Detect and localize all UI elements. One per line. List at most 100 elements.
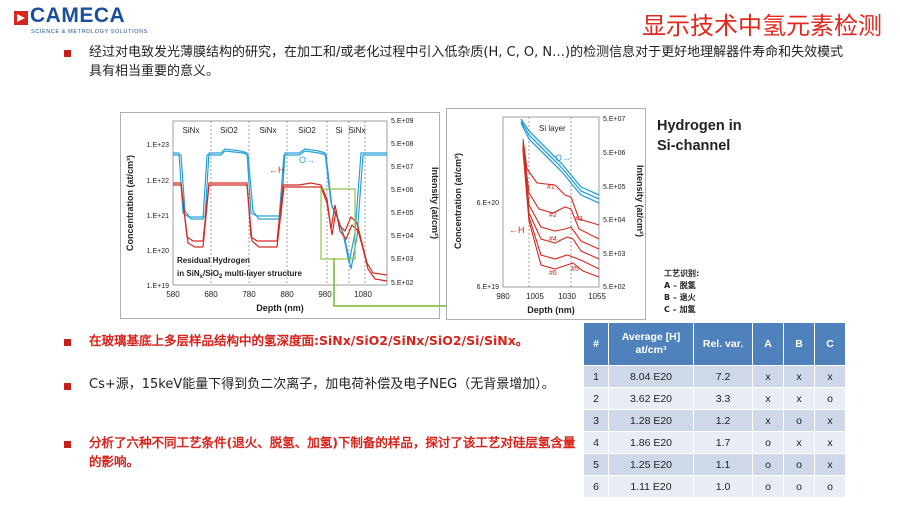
table-cell: 3.3	[693, 387, 753, 410]
x-tick-label: 580	[166, 290, 180, 299]
bullet-marker	[64, 383, 71, 390]
o-series-label: O→	[299, 155, 315, 165]
table-cell: 1.11 E20	[608, 475, 694, 498]
table-row: 6 1.11 E20 1.0 o o o	[583, 475, 846, 498]
depth-profile-svg: SiNx SiO2 SiNx SiO2 Si SiNx ←H O→ Residu…	[125, 118, 440, 313]
page-title: 显示技术中氢元素检测	[642, 12, 882, 40]
table-cell: x	[783, 387, 815, 410]
table-row: 5 1.25 E20 1.1 o o x	[583, 453, 846, 476]
y-axis-label: Concentration (at/cm³)	[125, 155, 135, 251]
table-cell: x	[814, 409, 846, 432]
table-cell: x	[814, 431, 846, 454]
bullet-text-1: 经过对电致发光薄膜结构的研究，在加工和/或老化过程中引入低杂质(H, C, O,…	[89, 45, 844, 79]
table-cell: 1.86 E20	[608, 431, 694, 454]
x-tick-label: 1080	[354, 290, 372, 299]
y-tick-label: 1.E+23	[147, 142, 169, 149]
y2-tick-label: 5.E+08	[391, 141, 413, 148]
plot-area	[502, 116, 600, 288]
table-cell: x	[752, 387, 784, 410]
x-axis-label: Depth (nm)	[527, 305, 575, 315]
series-label: #5	[571, 266, 579, 273]
h-series-label: ←H	[269, 165, 285, 175]
y2-tick-label: 5.E+04	[603, 217, 625, 224]
table-cell: 7.2	[693, 365, 753, 388]
chart-inset-label-1: Residual Hydrogen	[177, 256, 250, 265]
x-axis-label: Depth (nm)	[256, 303, 304, 313]
logo-text: CAMECA	[30, 4, 126, 27]
series-label: #2	[549, 212, 557, 219]
bullet-text-3: Cs+源，15keV能量下得到负二次离子，加电荷补偿及电子NEG（无背景增加）。	[89, 377, 555, 392]
bullet-marker	[64, 50, 71, 57]
table-cell: o	[783, 475, 815, 498]
col-header: B	[783, 322, 815, 366]
table-cell: o	[752, 431, 784, 454]
table-cell: 4	[583, 431, 609, 454]
table-cell: x	[783, 365, 815, 388]
table-cell: 1.25 E20	[608, 453, 694, 476]
layer-label: SiO2	[298, 126, 316, 135]
y2-tick-label: 5.E+05	[603, 184, 625, 191]
layer-label: Si	[335, 126, 342, 135]
y2-tick-label: 5.E+06	[603, 150, 625, 157]
table-cell: 6	[583, 475, 609, 498]
series-label: #4	[549, 236, 557, 243]
table-cell: o	[783, 409, 815, 432]
y-tick-label: 6.E+19	[477, 284, 499, 291]
table-cell: 1.0	[693, 475, 753, 498]
x-tick-label: 780	[242, 290, 256, 299]
table-cell: x	[814, 365, 846, 388]
y-tick-label: 1.E+20	[147, 248, 169, 255]
bullet-marker	[64, 339, 71, 346]
col-header: #	[583, 322, 609, 366]
process-legend-item: C – 加氢	[664, 305, 696, 314]
table-cell: x	[752, 409, 784, 432]
y2-tick-label: 5.E+05	[391, 210, 413, 217]
label-line-2: Si-channel	[657, 138, 731, 154]
table-cell: o	[814, 387, 846, 410]
hydrogen-series	[522, 138, 600, 278]
y-axis-label: Concentration (at/cm³)	[453, 153, 463, 249]
table-cell: 3.62 E20	[608, 387, 694, 410]
table-cell: x	[752, 365, 784, 388]
process-legend-title: 工艺识别:	[664, 269, 700, 278]
y2-axis-label: Intensity (at/cm²)	[635, 165, 645, 237]
y2-tick-label: 5.E+04	[391, 233, 413, 240]
label-line-1: Hydrogen in	[657, 118, 742, 134]
col-header: Average [H] at/cm³	[608, 322, 694, 366]
table-cell: o	[783, 453, 815, 476]
y2-axis-label: Intensity (at/cm²)	[430, 167, 439, 239]
table-row: 2 3.62 E20 3.3 x x o	[583, 387, 846, 410]
table-cell: 2	[583, 387, 609, 410]
table-cell: 1.28 E20	[608, 409, 694, 432]
x-tick-label: 680	[204, 290, 218, 299]
y2-tick-label: 5.E+06	[391, 187, 413, 194]
plot-area	[172, 120, 388, 286]
col-header: A	[752, 322, 784, 366]
x-tick-label: 980	[496, 292, 510, 301]
table-cell: o	[752, 453, 784, 476]
zoom-region-box	[320, 188, 356, 260]
table-row: 1 8.04 E20 7.2 x x x	[583, 365, 846, 388]
bullet-marker	[64, 441, 71, 448]
table-cell: 5	[583, 453, 609, 476]
process-legend-item: A – 脱氢	[664, 281, 696, 290]
table-cell: x	[814, 453, 846, 476]
series-label: #3	[575, 216, 583, 223]
x-tick-label: 1005	[526, 292, 544, 301]
y-tick-label: 1.E+22	[147, 178, 169, 185]
o-series-label: O→	[555, 153, 571, 163]
layer-label: SiNx	[349, 126, 366, 135]
si-layer-zoom-chart: Si layer O→ #1 #2 #3 #4 #5 #6 ←H 6.E+	[446, 108, 646, 320]
table-cell: 1.1	[693, 453, 753, 476]
y2-tick-label: 5.E+02	[603, 284, 625, 291]
chart-inset-label-2: in SiNx/SiO2 multi-layer structure	[177, 269, 303, 280]
table-header-row: # Average [H] at/cm³ Rel. var. A B C	[583, 322, 846, 366]
hydrogen-results-table: # Average [H] at/cm³ Rel. var. A B C 1 8.…	[583, 322, 846, 498]
table-cell: o	[752, 475, 784, 498]
y2-tick-label: 5.E+03	[391, 256, 413, 263]
series-label: #6	[549, 270, 557, 277]
y2-tick-label: 5.E+07	[391, 164, 413, 171]
bullet-text-2: 在玻璃基底上多层样品结构中的氢深度面:SiNx/SiO2/SiNx/SiO2/S…	[89, 333, 529, 348]
cameca-logo-icon	[14, 11, 28, 25]
table-row: 3 1.28 E20 1.2 x o x	[583, 409, 846, 432]
